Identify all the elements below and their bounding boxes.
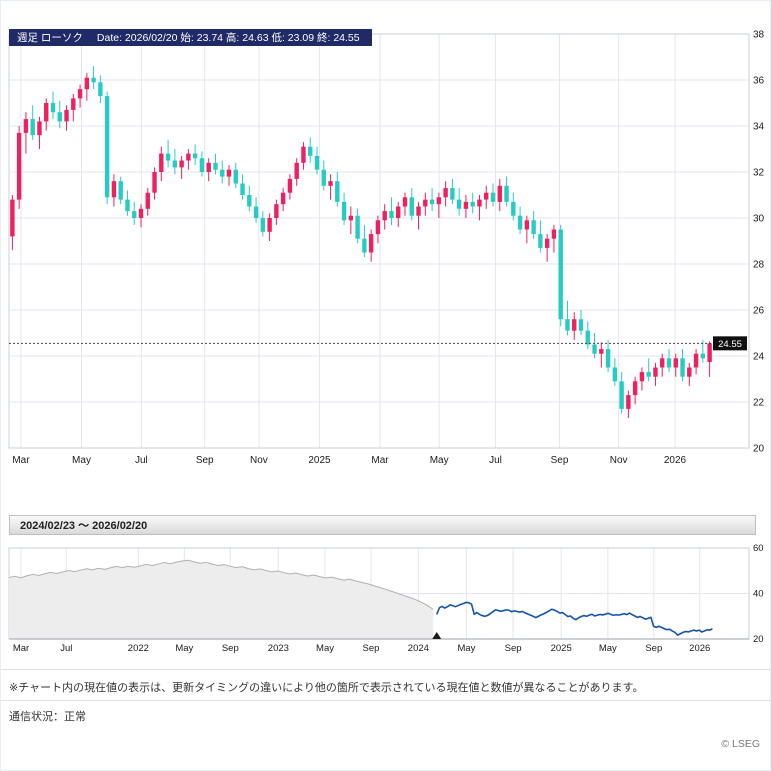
weekly-candlestick-chart[interactable]: 20 22 24 26 28 30 32 34 36 38 Mar May Jul Sep Nov 2025 M…: [1, 1, 771, 476]
candles: [10, 66, 712, 419]
svg-text:Mar: Mar: [13, 643, 29, 654]
svg-text:2024: 2024: [408, 643, 429, 654]
svg-text:Jul: Jul: [489, 455, 502, 466]
svg-text:60: 60: [753, 543, 764, 554]
svg-text:2026: 2026: [689, 643, 710, 654]
current-price-tag: [713, 336, 747, 351]
svg-text:28: 28: [753, 260, 765, 271]
svg-text:Sep: Sep: [645, 643, 662, 654]
svg-text:2026: 2026: [664, 455, 687, 466]
divider: [1, 669, 770, 670]
svg-text:36: 36: [753, 76, 765, 87]
svg-text:30: 30: [753, 214, 765, 225]
svg-text:May: May: [72, 455, 91, 466]
svg-text:Nov: Nov: [250, 455, 268, 466]
svg-text:20: 20: [753, 634, 764, 645]
svg-text:20: 20: [753, 444, 765, 455]
svg-text:May: May: [599, 643, 617, 654]
svg-text:22: 22: [753, 398, 765, 409]
connection-status: 通信状況：正常: [9, 711, 86, 723]
svg-text:24.55: 24.55: [718, 339, 742, 350]
svg-text:2025: 2025: [551, 643, 572, 654]
svg-text:40: 40: [753, 589, 764, 600]
chart-type-label: 週足 ローソク: [17, 32, 83, 44]
grid: [9, 33, 749, 449]
svg-text:May: May: [175, 643, 193, 654]
range-overview-chart[interactable]: 20 40 60 Mar Jul 2022 May Sep 2023 May Sep 2024 May S…: [1, 536, 771, 656]
chart-info-bar: 週足 ローソク Date: 2026/02/20 始: 23.74 高: 24.…: [9, 29, 372, 46]
svg-text:Sep: Sep: [222, 643, 239, 654]
svg-text:Sep: Sep: [196, 455, 214, 466]
svg-text:May: May: [316, 643, 334, 654]
disclaimer-note: ※チャート内の現在値の表示は、更新タイミングの違いにより他の箇所で表示されている…: [9, 682, 644, 694]
svg-text:Sep: Sep: [505, 643, 522, 654]
svg-text:34: 34: [753, 122, 765, 133]
history-area: [9, 560, 434, 639]
svg-text:Mar: Mar: [12, 455, 30, 466]
svg-text:Sep: Sep: [363, 643, 380, 654]
svg-text:Mar: Mar: [371, 455, 389, 466]
selected-range-line: [435, 601, 713, 637]
svg-text:Nov: Nov: [610, 455, 628, 466]
lseg-copyright: © LSEG: [721, 738, 760, 750]
svg-text:May: May: [457, 643, 475, 654]
svg-text:Sep: Sep: [551, 455, 569, 466]
svg-text:32: 32: [753, 168, 765, 179]
history-line: [8, 559, 434, 610]
ohlc-info: Date: 2026/02/20 始: 23.74 高: 24.63 低: 23…: [96, 32, 360, 44]
svg-text:Jul: Jul: [60, 643, 72, 654]
svg-text:38: 38: [753, 30, 765, 41]
svg-text:26: 26: [753, 306, 765, 317]
date-range-header: 2024/02/23 ～ 2026/02/20: [9, 515, 756, 535]
divider: [1, 700, 770, 701]
date-range-label: 2024/02/23 ～ 2026/02/20: [20, 520, 148, 532]
svg-text:2023: 2023: [268, 643, 289, 654]
svg-text:2022: 2022: [128, 643, 149, 654]
svg-text:24: 24: [753, 352, 765, 363]
svg-text:Jul: Jul: [135, 455, 148, 466]
svg-text:2025: 2025: [308, 455, 331, 466]
svg-text:May: May: [430, 455, 449, 466]
range-start-marker[interactable]: [432, 632, 442, 639]
